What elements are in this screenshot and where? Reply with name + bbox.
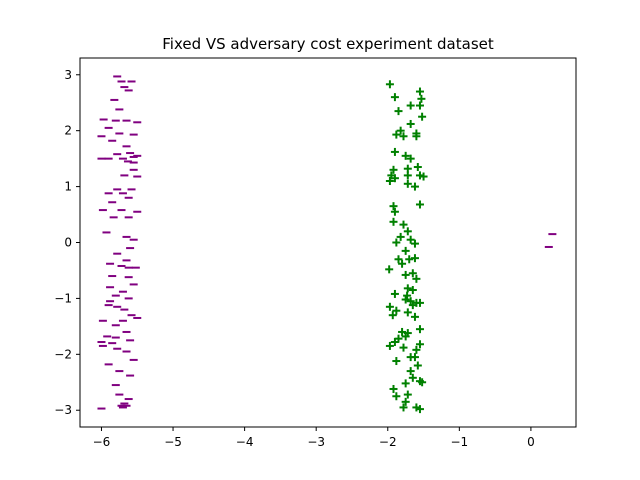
y-tick-label: −3 (54, 403, 72, 417)
data-point-plus (410, 353, 419, 362)
data-point-plus (390, 207, 399, 216)
x-tick-label: −2 (379, 435, 397, 449)
data-point-plus (398, 259, 407, 268)
data-point-plus (408, 373, 417, 382)
data-point-plus (403, 291, 412, 300)
data-point-plus (385, 265, 394, 274)
data-point-plus (403, 390, 412, 399)
data-point-plus (392, 130, 401, 139)
y-tick-label: 1 (64, 180, 72, 194)
data-point-plus (403, 284, 412, 293)
data-point-plus (390, 147, 399, 156)
y-tick-label: −2 (54, 347, 72, 361)
x-tick-label: 0 (527, 435, 535, 449)
data-point-plus (401, 270, 410, 279)
data-point-plus (399, 343, 408, 352)
y-tick-label: −1 (54, 291, 72, 305)
x-tick-label: −3 (307, 435, 325, 449)
data-point-plus (410, 239, 419, 248)
data-point-plus (401, 397, 410, 406)
data-point-plus (403, 164, 412, 173)
data-point-plus (408, 269, 417, 278)
data-point-plus (415, 200, 424, 209)
data-point-plus (394, 255, 403, 264)
data-point-plus (401, 332, 410, 341)
data-point-plus (401, 151, 410, 160)
data-point-plus (403, 227, 412, 236)
data-point-plus (388, 311, 397, 320)
x-tick-label: −4 (236, 435, 254, 449)
data-point-plus (389, 165, 398, 174)
data-point-plus (403, 179, 412, 188)
data-point-plus (412, 345, 421, 354)
data-point-plus (390, 289, 399, 298)
data-point-plus (415, 340, 424, 349)
data-point-plus (418, 112, 427, 121)
data-point-plus (419, 172, 428, 181)
data-point-plus (392, 306, 401, 315)
data-point-plus (390, 174, 399, 183)
data-point-plus (413, 361, 422, 370)
plot-marks (97, 75, 557, 414)
data-point-plus (406, 154, 415, 163)
y-axis: −3 −2 −1 0 1 2 3 (54, 68, 80, 417)
data-point-plus (418, 378, 427, 387)
data-point-plus (410, 312, 419, 321)
chart-title: Fixed VS adversary cost experiment datas… (162, 35, 494, 53)
y-tick-label: 2 (64, 124, 72, 138)
data-point-plus (399, 403, 408, 412)
data-point-plus (413, 163, 422, 172)
x-tick-label: −1 (450, 435, 468, 449)
data-point-plus (385, 80, 394, 89)
data-point-plus (392, 357, 401, 366)
data-point-plus (390, 93, 399, 102)
data-point-plus (385, 302, 394, 311)
x-axis: −6 −5 −4 −3 −2 −1 0 (93, 427, 535, 449)
y-tick-label: 3 (64, 68, 72, 82)
data-point-plus (412, 274, 421, 283)
data-point-plus (415, 298, 424, 307)
data-point-plus (385, 341, 394, 350)
x-tick-label: −5 (164, 435, 182, 449)
data-point-plus (410, 182, 419, 191)
data-point-plus (408, 301, 417, 310)
data-point-plus (398, 327, 407, 336)
data-point-plus (406, 235, 415, 244)
x-tick-label: −6 (93, 435, 111, 449)
y-tick-label: 0 (64, 236, 72, 250)
data-point-plus (385, 177, 394, 185)
data-point-plus (401, 379, 410, 388)
plot-area-frame (79, 57, 577, 428)
data-point-plus (401, 295, 410, 304)
data-point-plus (394, 107, 403, 116)
data-point-plus (406, 101, 415, 110)
data-point-plus (406, 367, 415, 376)
data-point-plus (389, 202, 398, 211)
data-point-plus (417, 94, 426, 103)
data-point-plus (415, 405, 424, 414)
data-point-plus (392, 392, 401, 401)
data-point-plus (399, 132, 408, 141)
data-point-plus (415, 325, 424, 334)
data-point-plus (403, 308, 412, 317)
data-point-plus (401, 246, 410, 255)
data-point-plus (415, 87, 424, 96)
data-point-plus (389, 384, 398, 393)
data-point-plus (406, 119, 415, 128)
data-point-plus (405, 255, 414, 264)
data-point-plus (392, 238, 401, 247)
data-point-plus (396, 232, 405, 241)
data-point-plus (415, 101, 424, 110)
data-point-plus (389, 217, 398, 226)
data-point-plus (396, 126, 405, 135)
data-point-plus (390, 338, 399, 347)
data-point-plus (412, 132, 421, 141)
data-point-plus (410, 254, 419, 263)
data-point-plus (399, 220, 408, 229)
data-point-plus (403, 171, 412, 180)
data-point-plus (408, 286, 417, 295)
